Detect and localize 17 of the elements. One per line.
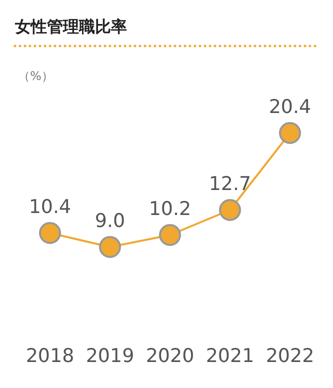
x-tick-label: 2020 xyxy=(146,345,194,367)
data-label: 10.2 xyxy=(148,198,192,220)
chart-title: 女性管理職比率 xyxy=(14,17,127,36)
data-label: 9.0 xyxy=(94,210,126,232)
data-label: 20.4 xyxy=(268,96,312,118)
x-tick-label: 2018 xyxy=(26,345,74,367)
point xyxy=(99,236,121,258)
point xyxy=(219,199,241,221)
x-tick-label: 2022 xyxy=(266,345,314,367)
x-tick-label: 2021 xyxy=(206,345,254,367)
x-tick-label: 2019 xyxy=(86,345,134,367)
y-axis-title: （%） xyxy=(18,69,54,83)
point xyxy=(39,222,61,244)
data-label: 10.4 xyxy=(28,196,72,218)
point xyxy=(279,122,301,144)
point xyxy=(159,224,181,246)
data-label: 12.7 xyxy=(208,173,252,195)
